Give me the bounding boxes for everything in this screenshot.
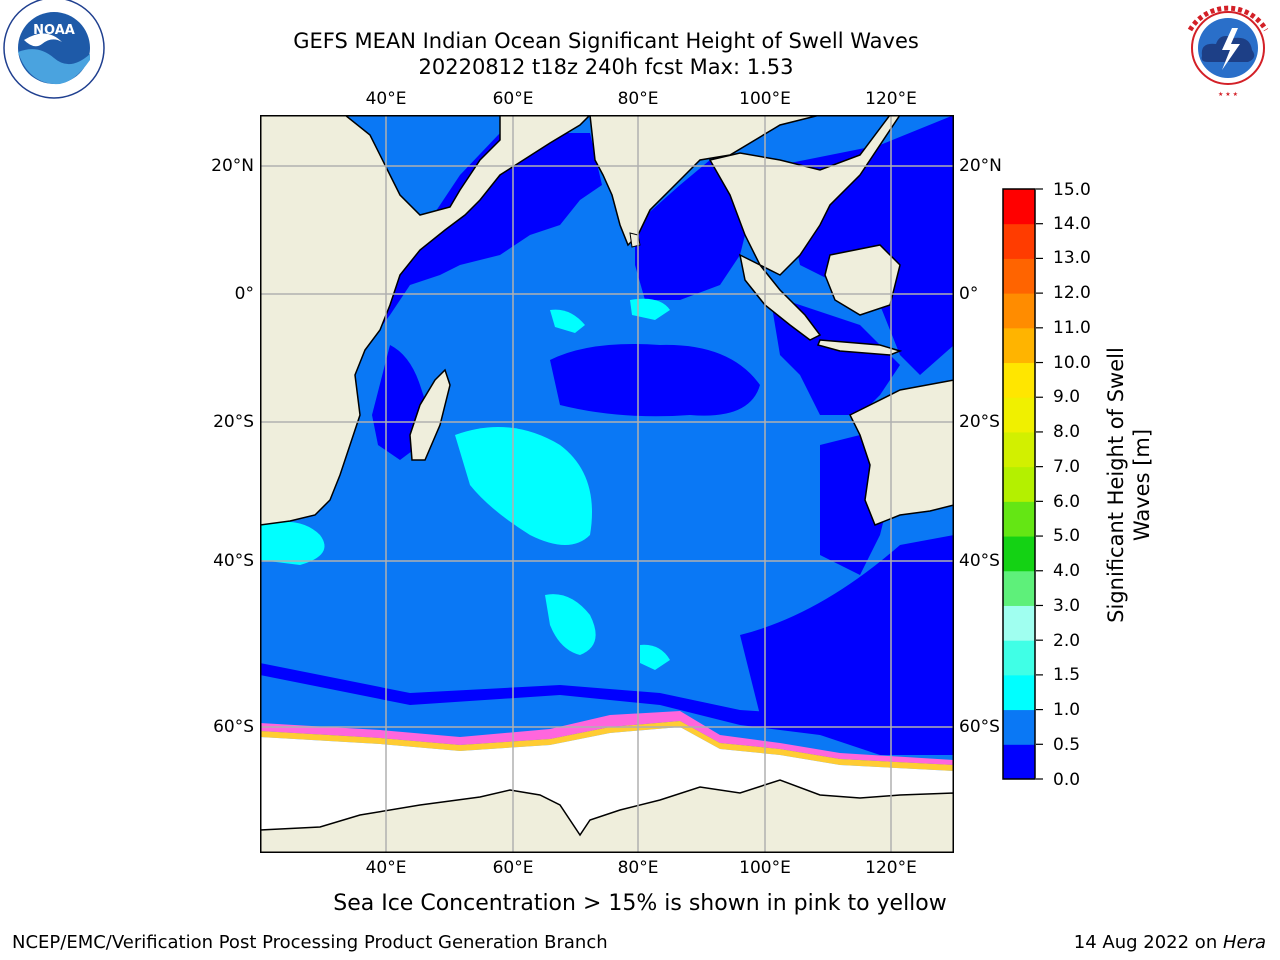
colorbar-tick: 15.0 — [1053, 180, 1091, 200]
noaa-logo: NOAA — [3, 0, 105, 99]
lon-label-top: 120°E — [865, 89, 917, 109]
mid-swell-patch-equatorial — [630, 298, 670, 320]
map-gridlines — [260, 115, 954, 853]
sea-ice-edge-band — [260, 711, 954, 765]
colorbar-segment — [1003, 397, 1035, 433]
colorbar-segment — [1003, 674, 1035, 711]
land-antarctica — [260, 779, 954, 853]
lat-label-right: 20°N — [959, 156, 1002, 176]
colorbar-tick: 4.0 — [1053, 561, 1081, 581]
colorbar-tick: 6.0 — [1053, 492, 1081, 512]
footer-machine: Hera — [1222, 932, 1266, 953]
colorbar-segment — [1003, 293, 1035, 329]
lat-label-left: 0° — [234, 284, 254, 304]
footer-date-text: 14 Aug 2022 on — [1073, 932, 1223, 953]
colorbar-tick: 3.0 — [1053, 596, 1081, 616]
colorbar-segment — [1003, 536, 1035, 572]
colorbar-tick: 0.5 — [1053, 735, 1081, 755]
lat-label-right: 0° — [959, 284, 979, 304]
lon-label-top: 40°E — [365, 89, 407, 109]
mid-swell-patch-south — [455, 427, 592, 545]
colorbar-segment — [1003, 466, 1035, 502]
low-swell-central-band — [550, 344, 760, 417]
lon-label-bottom: 120°E — [865, 858, 917, 878]
colorbar — [1002, 188, 1036, 780]
land-madagascar — [409, 368, 451, 461]
mid-swell-patch-equatorial-w — [550, 309, 585, 333]
colorbar-label-line2: Waves [m] — [1130, 428, 1154, 542]
footer-branch: NCEP/EMC/Verification Post Processing Pr… — [12, 932, 608, 953]
sea-ice-edge-yellow — [260, 721, 954, 771]
colorbar-segment — [1003, 223, 1035, 259]
colorbar-tick: 13.0 — [1053, 248, 1091, 268]
colorbar-segment — [1003, 327, 1035, 364]
lat-label-left: 20°N — [211, 156, 254, 176]
colorbar-label: Significant Height of Swell Waves [m] — [1103, 295, 1155, 675]
swell-height-map — [260, 115, 954, 853]
nws-logo: ★ ★ ★ — [1178, 0, 1278, 98]
lon-label-top: 100°E — [739, 89, 791, 109]
land-java — [816, 339, 903, 356]
colorbar-segment — [1003, 362, 1035, 398]
colorbar-segment — [1003, 431, 1035, 468]
colorbar-tick: 5.0 — [1053, 526, 1081, 546]
colorbar-tick: 7.0 — [1053, 457, 1081, 477]
mid-swell-patch-kerguelen — [545, 594, 596, 655]
colorbar-tick: 1.5 — [1053, 665, 1081, 685]
lat-label-left: 40°S — [213, 551, 254, 571]
low-swell-southeast — [740, 535, 954, 755]
lat-label-left: 60°S — [213, 717, 254, 737]
lon-label-bottom: 40°E — [365, 858, 407, 878]
lon-label-bottom: 100°E — [739, 858, 791, 878]
colorbar-segment — [1003, 570, 1035, 606]
mid-swell-patch-west — [260, 521, 325, 565]
lat-label-right: 60°S — [959, 717, 1000, 737]
mid-swell-patch-east — [640, 644, 670, 670]
colorbar-tick: 9.0 — [1053, 387, 1081, 407]
lon-label-bottom: 60°E — [492, 858, 534, 878]
colorbar-segment — [1003, 258, 1035, 294]
low-swell-arabian-sea — [355, 133, 602, 340]
noaa-logo-text: NOAA — [33, 23, 75, 38]
lat-label-right: 40°S — [959, 551, 1000, 571]
land-india — [589, 115, 821, 247]
footer-date: 14 Aug 2022 on Hera — [1074, 932, 1266, 954]
map-subtitle: 20220812 t18z 240h fcst Max: 1.53 — [418, 55, 794, 79]
colorbar-tick: 2.0 — [1053, 631, 1081, 651]
colorbar-label-line1: Significant Height of Swell — [1104, 347, 1128, 623]
lat-label-right: 20°S — [959, 412, 1000, 432]
lat-label-left: 20°S — [213, 412, 254, 432]
lon-label-top: 60°E — [492, 89, 534, 109]
colorbar-segment — [1003, 640, 1035, 676]
colorbar-segment — [1003, 744, 1035, 780]
land-australia — [848, 379, 954, 526]
colorbar-segment — [1003, 605, 1035, 641]
colorbar-segment — [1003, 709, 1035, 745]
map-title: GEFS MEAN Indian Ocean Significant Heigh… — [293, 29, 919, 53]
colorbar-tickmarks — [1036, 188, 1043, 780]
land-borneo — [824, 244, 901, 316]
land-se-asia — [708, 115, 901, 276]
svg-text:★ ★ ★: ★ ★ ★ — [1218, 91, 1238, 98]
land-sumatra — [738, 253, 822, 341]
sea-ice-caption: Sea Ice Concentration > 15% is shown in … — [333, 891, 947, 916]
low-swell-bay-of-bengal — [635, 160, 750, 300]
colorbar-tick: 0.0 — [1053, 770, 1081, 790]
colorbar-tick: 1.0 — [1053, 700, 1081, 720]
colorbar-tick: 12.0 — [1053, 283, 1091, 303]
colorbar-tick: 10.0 — [1053, 353, 1091, 373]
colorbar-segment — [1003, 189, 1035, 225]
lon-label-top: 80°E — [617, 89, 659, 109]
lon-label-bottom: 80°E — [617, 858, 659, 878]
colorbar-segment — [1003, 501, 1035, 537]
colorbar-tick: 11.0 — [1053, 318, 1091, 338]
colorbar-tick: 14.0 — [1053, 214, 1091, 234]
colorbar-tick: 8.0 — [1053, 422, 1081, 442]
map-frame — [260, 115, 954, 853]
